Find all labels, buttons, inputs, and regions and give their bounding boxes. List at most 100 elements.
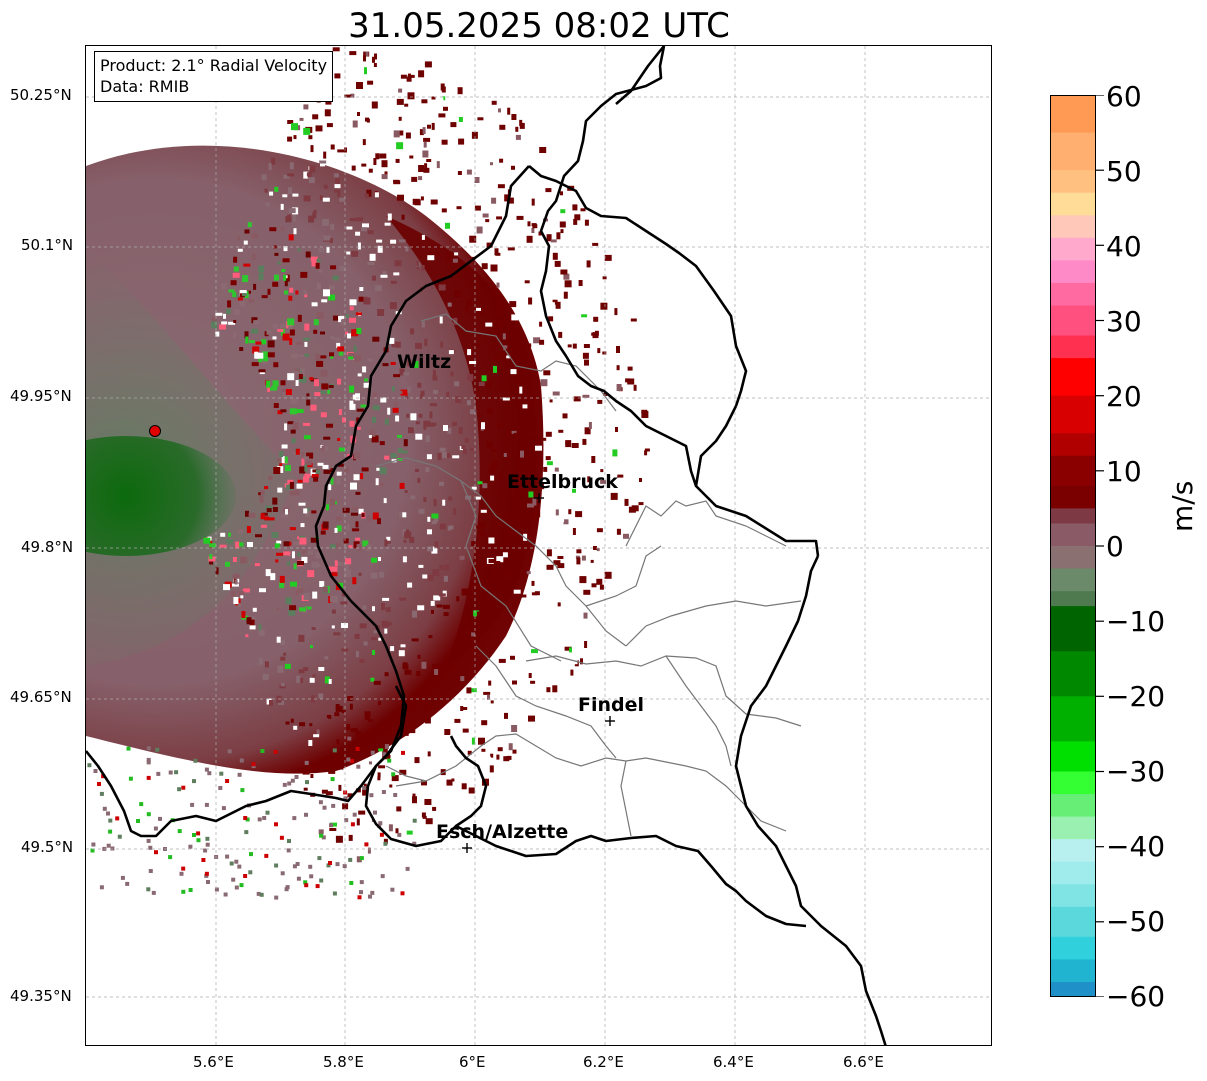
echo-pixel bbox=[304, 341, 308, 347]
echo-pixel bbox=[491, 460, 496, 467]
echo-pixel bbox=[303, 289, 307, 295]
echo-pixel bbox=[427, 574, 434, 581]
lon-tick-label: 5.6°E bbox=[193, 1053, 234, 1071]
echo-pixel bbox=[314, 392, 321, 397]
echo-pixel bbox=[490, 753, 494, 758]
echo-pixel bbox=[546, 461, 553, 466]
echo-pixel bbox=[125, 881, 130, 886]
lat-tick-label: 49.65°N bbox=[10, 688, 72, 706]
echo-pixel bbox=[312, 591, 318, 599]
echo-pixel bbox=[396, 806, 402, 812]
echo-pixel bbox=[351, 165, 356, 171]
echo-pixel bbox=[304, 760, 309, 765]
echo-pixel bbox=[511, 165, 515, 170]
echo-pixel bbox=[389, 337, 395, 344]
echo-pixel bbox=[258, 356, 266, 363]
city-label-wiltz: Wiltz bbox=[397, 351, 452, 373]
echo-pixel bbox=[334, 543, 341, 549]
colorbar-band bbox=[1050, 358, 1096, 397]
echo-pixel bbox=[531, 592, 537, 596]
echo-pixel bbox=[295, 448, 300, 455]
echo-pixel bbox=[592, 242, 599, 246]
echo-pixel bbox=[351, 512, 358, 516]
echo-pixel bbox=[383, 841, 388, 846]
echo-pixel bbox=[477, 117, 484, 121]
echo-pixel bbox=[273, 467, 281, 474]
echo-pixel bbox=[387, 758, 392, 763]
echo-pixel bbox=[390, 239, 397, 244]
echo-pixel bbox=[371, 637, 378, 641]
echo-pixel bbox=[455, 678, 460, 682]
echo-pixel bbox=[474, 205, 481, 211]
echo-pixel bbox=[361, 227, 367, 232]
echo-pixel bbox=[329, 238, 333, 243]
echo-pixel bbox=[562, 413, 568, 419]
echo-pixel bbox=[387, 407, 391, 415]
echo-pixel bbox=[427, 529, 432, 535]
echo-pixel bbox=[356, 856, 362, 863]
echo-pixel bbox=[329, 823, 333, 828]
echo-pixel bbox=[232, 272, 240, 278]
echo-pixel bbox=[326, 123, 333, 128]
echo-pixel bbox=[400, 389, 408, 396]
echo-pixel bbox=[466, 300, 472, 307]
echo-pixel bbox=[146, 838, 151, 843]
echo-pixel bbox=[535, 445, 542, 451]
echo-pixel bbox=[241, 293, 247, 297]
echo-pixel bbox=[572, 343, 577, 349]
echo-pixel bbox=[281, 269, 286, 272]
echo-pixel bbox=[318, 667, 325, 671]
echo-pixel bbox=[477, 311, 483, 316]
echo-pixel bbox=[454, 381, 460, 387]
echo-pixel bbox=[274, 863, 279, 868]
echo-pixel bbox=[427, 255, 435, 261]
south-border-fragment bbox=[449, 735, 488, 828]
echo-pixel bbox=[407, 386, 411, 393]
echo-pixel bbox=[460, 706, 464, 711]
echo-pixel bbox=[355, 231, 361, 236]
echo-pixel bbox=[481, 375, 487, 382]
echo-pixel bbox=[574, 436, 582, 440]
echo-pixel bbox=[201, 858, 206, 862]
lat-tick-label: 50.25°N bbox=[10, 86, 72, 104]
echo-pixel bbox=[288, 609, 296, 616]
echo-pixel bbox=[336, 477, 341, 485]
echo-pixel bbox=[277, 487, 283, 493]
echo-pixel bbox=[444, 564, 450, 571]
echo-pixel bbox=[302, 767, 310, 775]
echo-pixel bbox=[480, 509, 487, 513]
echo-pixel bbox=[641, 411, 649, 418]
echo-pixel bbox=[493, 523, 499, 527]
colorbar-band bbox=[1050, 906, 1096, 938]
echo-pixel bbox=[560, 209, 566, 214]
radar-map[interactable] bbox=[85, 45, 992, 1046]
echo-pixel bbox=[319, 878, 324, 883]
echo-pixel bbox=[401, 731, 409, 736]
echo-pixel bbox=[330, 265, 337, 270]
echo-pixel bbox=[376, 239, 383, 243]
echo-pixel bbox=[276, 607, 280, 611]
echo-pixel bbox=[446, 391, 450, 398]
echo-pixel bbox=[365, 117, 369, 122]
echo-pixel bbox=[319, 160, 327, 164]
echo-pixel bbox=[343, 776, 349, 784]
echo-pixel bbox=[416, 670, 421, 676]
echo-pixel bbox=[341, 623, 348, 628]
echo-pixel bbox=[278, 700, 285, 705]
echo-pixel bbox=[295, 290, 299, 295]
echo-pixel bbox=[243, 874, 248, 878]
echo-pixel bbox=[386, 536, 391, 542]
echo-pixel bbox=[328, 385, 334, 388]
echo-pixel bbox=[596, 548, 600, 552]
echo-pixel bbox=[289, 162, 294, 170]
echo-pixel bbox=[482, 483, 488, 489]
echo-pixel bbox=[515, 134, 521, 140]
echo-pixel bbox=[321, 299, 328, 303]
echo-pixel bbox=[297, 314, 302, 322]
echo-pixel bbox=[108, 829, 113, 834]
echo-pixel bbox=[520, 489, 527, 495]
echo-pixel bbox=[299, 537, 307, 545]
echo-pixel bbox=[534, 591, 540, 596]
echo-pixel bbox=[334, 73, 341, 79]
echo-pixel bbox=[280, 226, 284, 232]
